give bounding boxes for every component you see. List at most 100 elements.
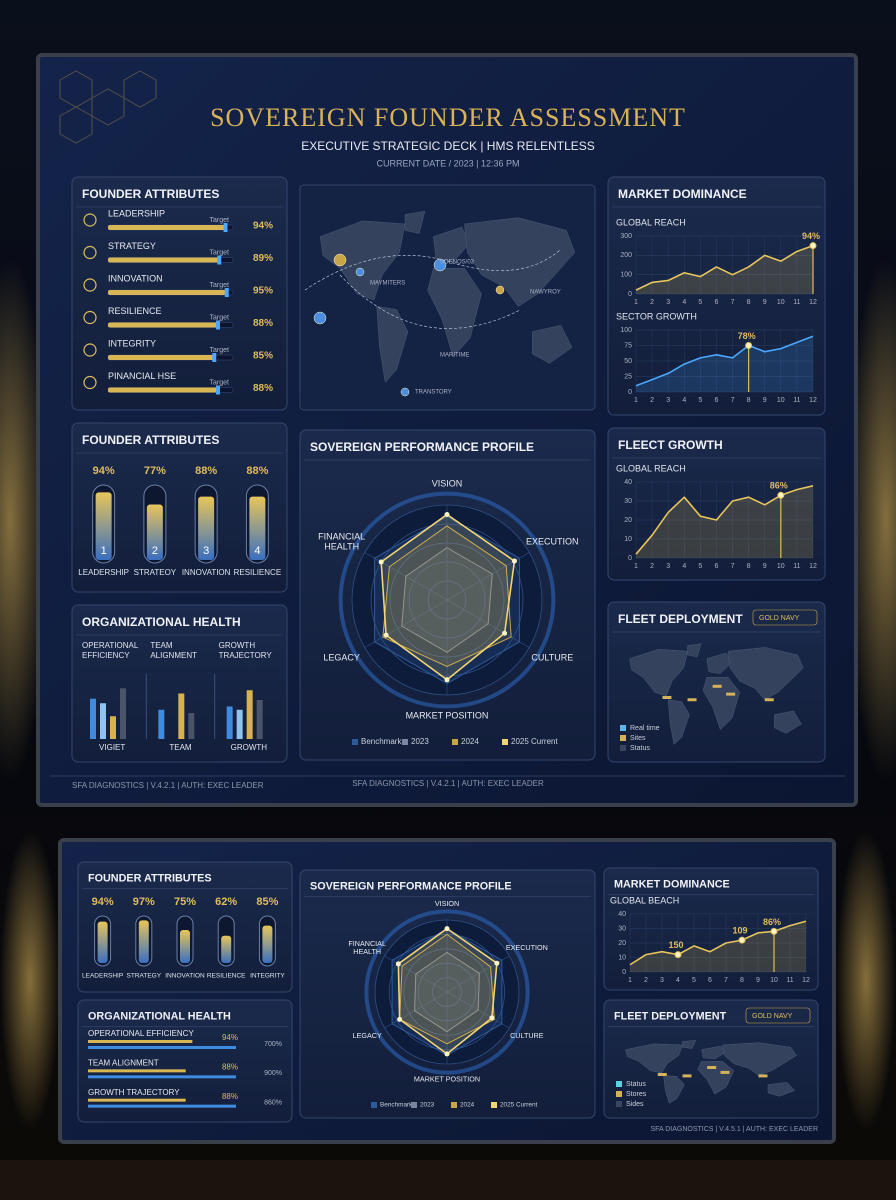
side-glow — [836, 830, 896, 1130]
x-tick-label: 2 — [650, 299, 654, 306]
x-tick-label: 1 — [634, 397, 638, 404]
value-label: 62% — [215, 896, 237, 908]
legend-label: 2023 — [420, 1102, 435, 1109]
dropdown-label: GOLD NAVY — [759, 615, 800, 622]
x-tick-label: 9 — [763, 299, 767, 306]
legend-label: Real time — [630, 725, 660, 732]
highlight-point — [745, 342, 753, 349]
bar — [88, 1040, 193, 1043]
category-label: LEADERSHIP — [78, 568, 129, 577]
bar — [110, 716, 116, 739]
target-label: Target — [210, 282, 230, 289]
axis-label: VISION — [432, 478, 463, 488]
gauge-fill — [97, 921, 108, 963]
x-tick-label: 10 — [777, 397, 785, 404]
gauge-fill — [138, 920, 149, 963]
value-label: 88% — [222, 1092, 238, 1101]
radar-point — [489, 1015, 495, 1021]
dropdown[interactable] — [752, 609, 818, 626]
category-label: INTEGRITY — [250, 973, 285, 980]
x-tick-label: 1 — [634, 563, 638, 570]
y-tick-label: 0 — [622, 969, 626, 976]
legend-swatch — [411, 1102, 417, 1108]
page-title: SOVEREIGN FOUNDER ASSESSMENT — [210, 103, 686, 132]
legend-label: Stores — [626, 1091, 647, 1098]
target-label: 900% — [264, 1070, 282, 1077]
target-label: Target — [210, 347, 230, 354]
legend-label: 2023 — [411, 737, 429, 746]
attribute-icon — [83, 278, 97, 292]
bar — [256, 700, 263, 739]
subtitle: EXECUTIVE STRATEGIC DECK | HMS RELENTLES… — [301, 139, 595, 153]
legend-label: Status — [626, 1081, 646, 1088]
axis-label: FINANCIAL — [318, 531, 365, 541]
y-tick-label: 100 — [620, 272, 632, 279]
dropdown[interactable] — [745, 1007, 811, 1024]
group-name: GROWTH — [231, 743, 268, 752]
legend-label: 2024 — [461, 737, 479, 746]
legend-swatch — [616, 1101, 622, 1107]
axis-label: FINANCIAL — [348, 939, 386, 948]
target-label: Target — [210, 249, 230, 256]
gauge-fill — [180, 930, 190, 963]
bar-track — [88, 1075, 236, 1079]
legend-swatch — [616, 1081, 622, 1087]
y-tick-label: 100 — [620, 327, 632, 334]
map-label: TRANSTORY — [415, 390, 452, 396]
target-label: 700% — [264, 1041, 282, 1048]
land — [427, 268, 482, 358]
target-label: Target — [210, 314, 230, 321]
chart-label: GLOBAL REACH — [616, 463, 686, 473]
route — [304, 249, 561, 329]
bar — [188, 713, 195, 739]
panel-title: ORGANIZATIONAL HEALTH — [88, 1010, 231, 1022]
legend-label: Sites — [630, 735, 646, 742]
annotation: 109 — [732, 925, 747, 935]
group-label: TRAJECTORY — [219, 651, 273, 660]
map-node — [400, 387, 410, 397]
radar-point — [444, 926, 450, 932]
y-tick-label: 40 — [618, 911, 626, 918]
x-tick-label: 6 — [715, 397, 719, 404]
panel — [71, 422, 288, 593]
x-tick-label: 8 — [747, 299, 751, 306]
legend-swatch — [491, 1102, 497, 1108]
group-label: OPERATIONAL — [82, 641, 139, 650]
panel — [77, 999, 293, 1123]
land — [404, 211, 426, 234]
ship-marker — [707, 1066, 717, 1069]
panel-title: FLEECT GROWTH — [618, 438, 723, 452]
panel-title: SOVEREIGN PERFORMANCE PROFILE — [310, 880, 512, 892]
gauge-fill — [262, 925, 273, 963]
target-label: Target — [210, 217, 230, 224]
footer: SFA DIAGNOSTICS | V.4.2.1 | AUTH: EXEC L… — [352, 779, 544, 788]
radar-series — [374, 515, 520, 685]
panel — [603, 999, 819, 1119]
bar — [108, 322, 218, 328]
bar — [108, 225, 226, 230]
y-tick-label: 50 — [624, 358, 632, 365]
axis-label: EXECUTION — [526, 536, 579, 546]
radar-series — [401, 547, 493, 653]
value-label: 75% — [174, 896, 196, 908]
category-label: STRATEGY — [127, 973, 162, 980]
area — [630, 921, 806, 972]
gauge-fill — [221, 935, 232, 963]
value-label: 89% — [253, 253, 273, 264]
footer: SFA DIAGNOSTICS | V.4.2.1 | AUTH: EXEC L… — [72, 781, 264, 790]
annotation: 86% — [763, 917, 781, 927]
x-tick-label: 6 — [715, 299, 719, 306]
gauge-fill — [198, 496, 215, 560]
legend-swatch — [616, 1091, 622, 1097]
map-label: MARITIME — [440, 353, 469, 359]
legend-swatch — [451, 1102, 457, 1108]
category-label: GROWTH TRAJECTORY — [88, 1088, 180, 1097]
value-label: 85% — [253, 351, 273, 362]
x-tick-label: 12 — [809, 397, 817, 404]
value-label: 88% — [195, 465, 217, 477]
land — [663, 1075, 685, 1104]
axis-label: LEGACY — [323, 652, 360, 662]
value-label: 97% — [133, 896, 155, 908]
bar — [88, 1069, 186, 1073]
x-tick-label: 10 — [777, 299, 785, 306]
